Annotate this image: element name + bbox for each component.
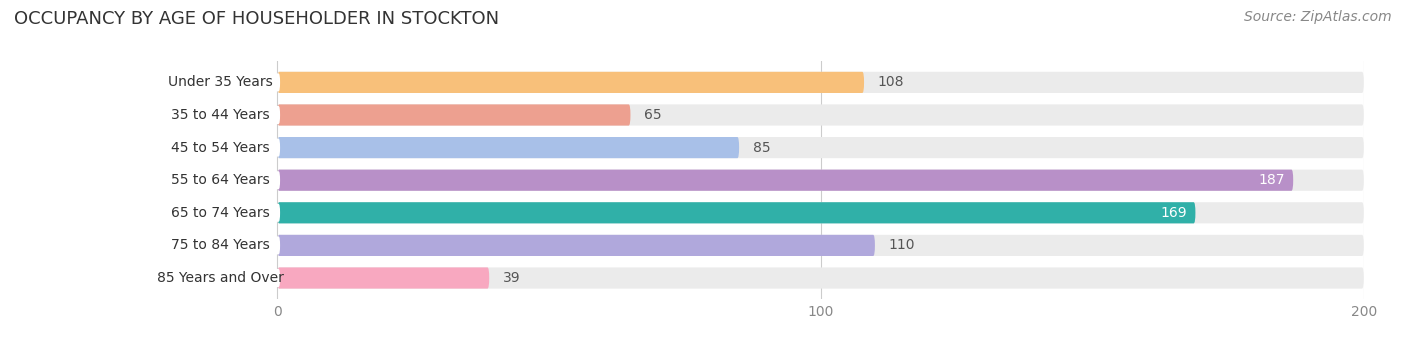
FancyBboxPatch shape bbox=[277, 235, 875, 256]
FancyBboxPatch shape bbox=[277, 72, 865, 93]
Text: 187: 187 bbox=[1258, 173, 1285, 187]
Text: 55 to 64 Years: 55 to 64 Years bbox=[172, 173, 270, 187]
Text: 65 to 74 Years: 65 to 74 Years bbox=[172, 206, 270, 220]
Text: 75 to 84 Years: 75 to 84 Years bbox=[172, 238, 270, 252]
FancyBboxPatch shape bbox=[277, 72, 1364, 93]
Text: 110: 110 bbox=[889, 238, 915, 252]
Text: OCCUPANCY BY AGE OF HOUSEHOLDER IN STOCKTON: OCCUPANCY BY AGE OF HOUSEHOLDER IN STOCK… bbox=[14, 10, 499, 28]
FancyBboxPatch shape bbox=[277, 268, 1364, 289]
Text: 169: 169 bbox=[1160, 206, 1187, 220]
FancyBboxPatch shape bbox=[277, 137, 1364, 158]
FancyBboxPatch shape bbox=[160, 204, 280, 222]
Text: 85 Years and Over: 85 Years and Over bbox=[157, 271, 284, 285]
FancyBboxPatch shape bbox=[160, 171, 280, 189]
FancyBboxPatch shape bbox=[277, 235, 1364, 256]
FancyBboxPatch shape bbox=[277, 170, 1294, 191]
FancyBboxPatch shape bbox=[277, 268, 489, 289]
FancyBboxPatch shape bbox=[277, 104, 630, 125]
Text: 85: 85 bbox=[752, 141, 770, 155]
Text: 35 to 44 Years: 35 to 44 Years bbox=[172, 108, 270, 122]
FancyBboxPatch shape bbox=[277, 104, 1364, 125]
Text: 108: 108 bbox=[877, 75, 904, 89]
Text: 65: 65 bbox=[644, 108, 662, 122]
FancyBboxPatch shape bbox=[160, 106, 280, 124]
Text: Source: ZipAtlas.com: Source: ZipAtlas.com bbox=[1244, 10, 1392, 24]
FancyBboxPatch shape bbox=[160, 236, 280, 254]
Text: Under 35 Years: Under 35 Years bbox=[167, 75, 273, 89]
FancyBboxPatch shape bbox=[277, 137, 740, 158]
FancyBboxPatch shape bbox=[160, 73, 280, 91]
FancyBboxPatch shape bbox=[160, 139, 280, 157]
Text: 45 to 54 Years: 45 to 54 Years bbox=[172, 141, 270, 155]
FancyBboxPatch shape bbox=[277, 170, 1364, 191]
FancyBboxPatch shape bbox=[160, 269, 280, 287]
FancyBboxPatch shape bbox=[277, 202, 1195, 223]
FancyBboxPatch shape bbox=[277, 202, 1364, 223]
Text: 39: 39 bbox=[503, 271, 520, 285]
